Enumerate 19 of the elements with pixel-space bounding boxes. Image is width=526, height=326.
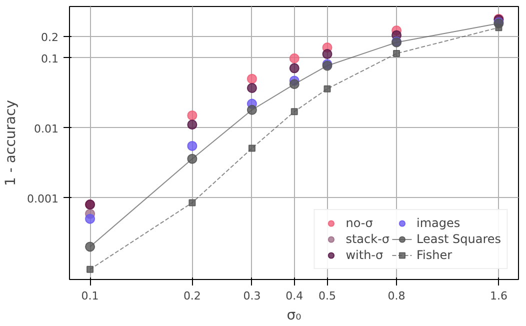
y-tick-label: 0.2 — [41, 31, 59, 44]
x-tick-label: 0.5 — [318, 290, 336, 302]
legend-label: no-σ — [346, 216, 373, 230]
legend-label: images — [416, 216, 460, 230]
y-tick-label: 0.1 — [41, 52, 59, 66]
legend-label: Fisher — [416, 248, 452, 262]
y-tick-label: 0.01 — [34, 122, 59, 136]
legend-label: stack-σ — [346, 232, 390, 246]
x-tick-label: 0.2 — [183, 290, 201, 302]
y-tick-label: 0.001 — [27, 192, 59, 206]
legend-label: with-σ — [346, 248, 384, 262]
x-tick-label: 0.3 — [243, 290, 261, 302]
x-tick-label: 0.4 — [286, 290, 304, 302]
x-axis-title: σ₀ — [286, 308, 302, 324]
y-axis-title: 1 - accuracy — [3, 100, 20, 186]
x-tick-label: 0.1 — [81, 290, 99, 302]
x-tick-label: 0.8 — [388, 290, 406, 302]
legend-label: Least Squares — [416, 232, 501, 246]
x-tick-label: 1.6 — [490, 290, 508, 302]
